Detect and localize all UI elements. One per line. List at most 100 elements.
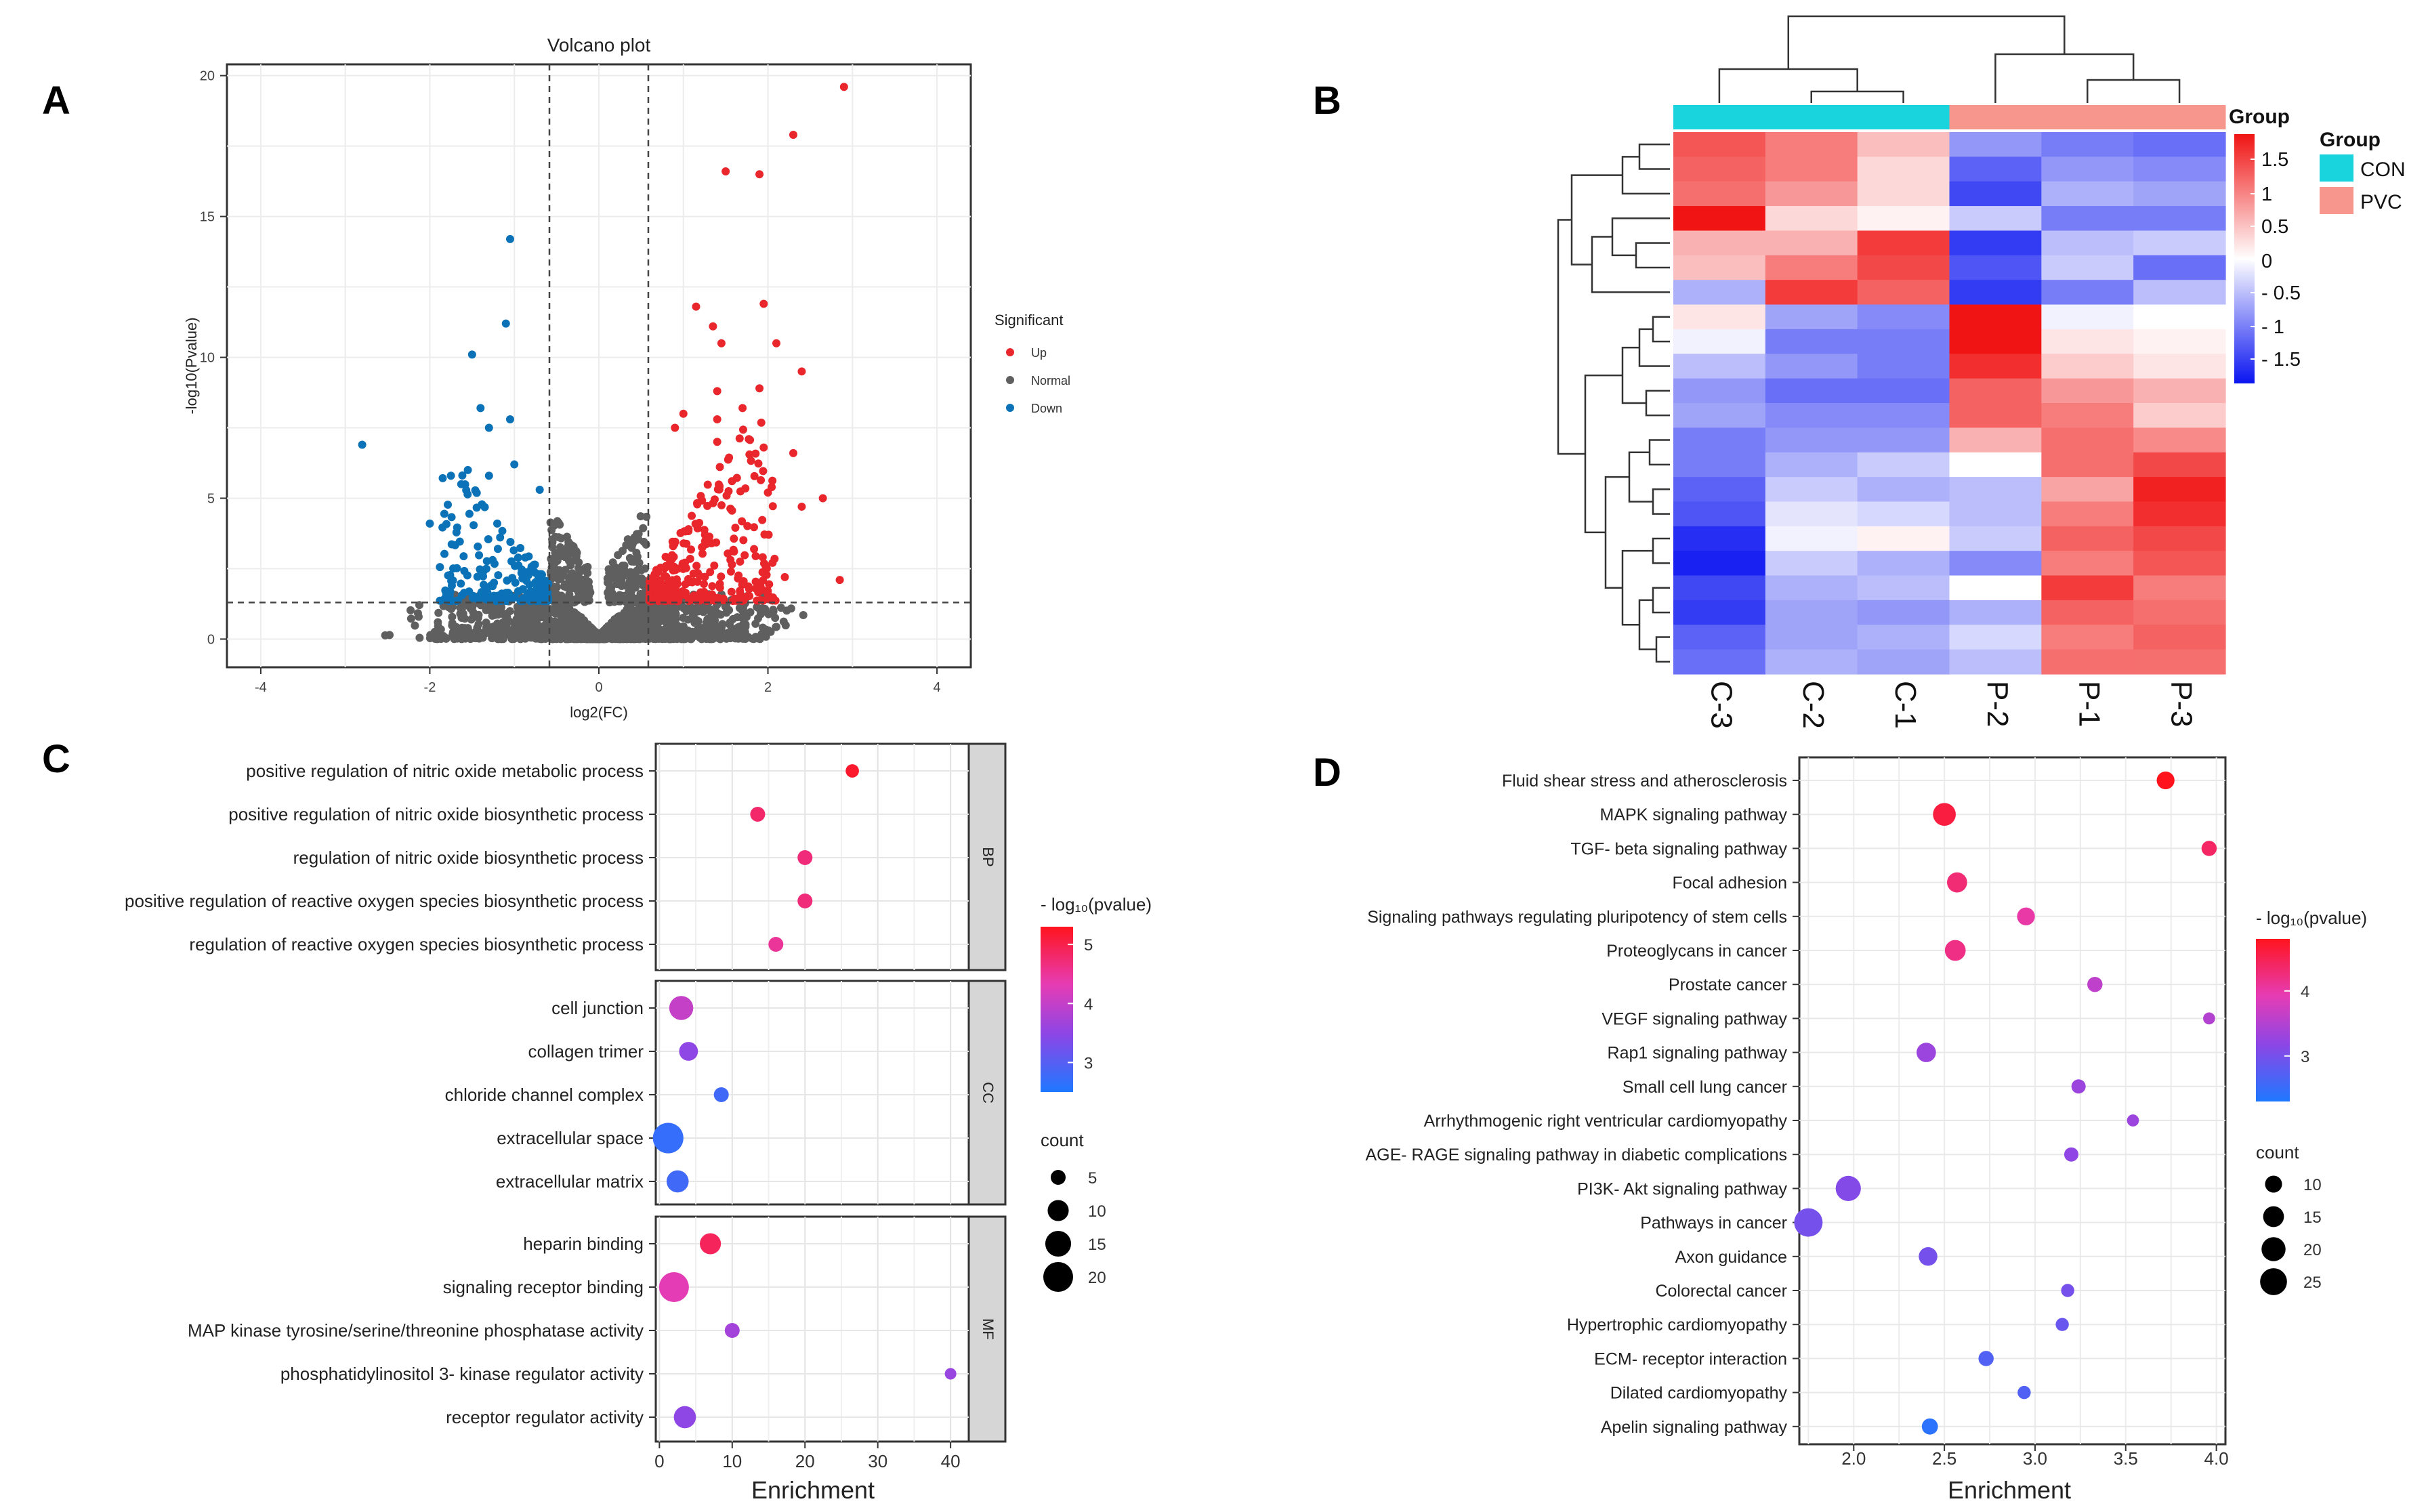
dendrogram-branch [1570,174,1623,266]
volcano-point-up [740,551,749,560]
heatmap-cell [2133,625,2226,650]
volcano-point-up [726,504,735,513]
heatmap-cell [1765,625,1858,650]
heatmap-cell [2041,477,2134,503]
volcano-point-up [672,575,681,584]
heatmap-cell [1949,255,2042,280]
heatmap-cell [1857,206,1950,232]
volcano-point-normal [573,574,582,583]
heatmap-cell [1949,526,2042,551]
volcano-point-down [484,471,493,480]
go-color-tick-label: 4 [1084,995,1093,1013]
volcano-point-up [713,438,721,446]
volcano-point-normal [482,606,490,614]
volcano-point-down [527,594,536,603]
kegg-term-label: TGF- beta signaling pathway [1570,839,1787,858]
go-x-label: Enrichment [751,1476,875,1504]
volcano-point-up [715,485,724,494]
volcano-point-up [745,450,754,459]
heatmap-cell [1765,329,1858,354]
volcano-point-normal [608,621,617,629]
go-dot [797,850,813,865]
go-x-tick-label: 20 [795,1451,815,1471]
volcano-point-down [525,581,534,589]
volcano-point-normal [717,623,726,631]
volcano-point-up [703,480,712,489]
heatmap-cell [1673,477,1766,503]
heatmap-cell [1673,280,1766,306]
volcano-x-tick-label: 4 [934,680,941,695]
volcano-point-down [494,571,503,580]
go-term-label: positive regulation of reactive oxygen s… [125,891,644,911]
heatmap-cell [1949,181,2042,207]
volcano-point-up [674,595,683,604]
go-dot [944,1368,957,1380]
volcano-point-normal [547,555,556,564]
heatmap-cell [2041,625,2134,650]
volcano-point-up [797,502,806,511]
heatmap-cell [2133,649,2226,675]
heatmap-cell [2041,378,2134,404]
volcano-point-normal [546,633,555,642]
kegg-plot-area [1798,756,2227,1446]
heatmap-cell [1673,526,1766,551]
go-term-label: collagen trimer [528,1041,644,1062]
volcano-point-down [497,597,505,606]
volcano-point-up [818,494,827,503]
volcano-point-up [734,571,743,580]
go-term-label: MAP kinase tyrosine/serine/threonine pho… [188,1320,644,1341]
volcano-x-tick-label: -2 [424,680,436,695]
go-facet-strip [967,742,1007,971]
volcano-point-normal [604,631,612,640]
volcano-point-up [699,580,708,589]
volcano-point-up [652,587,661,595]
go-term-label: cell junction [551,998,644,1018]
kegg-dot [2127,1114,2139,1127]
volcano-point-up [689,569,698,578]
volcano-point-up [839,83,848,91]
volcano-point-normal [525,604,534,613]
volcano-point-normal [618,563,627,572]
row-dendrogram [1557,143,1670,663]
volcano-point-normal [588,626,597,635]
volcano-point-normal [415,633,424,642]
heatmap-cell [1765,304,1858,330]
volcano-point-normal [385,631,394,639]
kegg-color-tick-label: 4 [2301,983,2309,1001]
volcano-point-normal [584,634,593,643]
go-term-label: heparin binding [523,1234,644,1254]
panel-label-d: D [1313,751,1341,795]
heatmap-cell [1673,427,1766,453]
volcano-point-normal [711,608,720,617]
volcano-point-normal [634,530,643,539]
heatmap-legend-tick-label: - 0.5 [2261,282,2301,304]
volcano-point-normal [574,564,583,572]
volcano-point-normal [456,604,465,612]
heatmap-cell [1673,575,1766,601]
volcano-point-normal [551,591,560,600]
volcano-point-normal [452,623,461,631]
volcano-point-up [698,549,707,558]
heatmap-legend-tick-label: 0 [2261,251,2272,272]
group-bar-cell [1857,105,1950,129]
heatmap-cell [1949,477,2042,503]
dendrogram-branch [1635,242,1670,269]
volcano-point-up [746,436,755,444]
volcano-point-down [468,593,477,602]
volcano-point-normal [621,591,629,600]
volcano-point-up [687,545,696,554]
kegg-term-label: PI3K- Akt signaling pathway [1577,1179,1787,1198]
go-dot [713,1087,729,1102]
volcano-point-normal [737,603,746,612]
kegg-dot [2201,841,2217,856]
go-term-label: phosphatidylinositol 3- kinase regulator… [280,1364,644,1384]
volcano-point-up [750,523,759,532]
volcano-point-normal [653,632,662,641]
volcano-point-up [700,537,709,545]
volcano-point-down [455,537,464,546]
volcano-point-normal [740,629,749,638]
volcano-point-down [539,597,547,606]
volcano-legend [1006,348,1014,412]
volcano-point-normal [629,608,638,616]
